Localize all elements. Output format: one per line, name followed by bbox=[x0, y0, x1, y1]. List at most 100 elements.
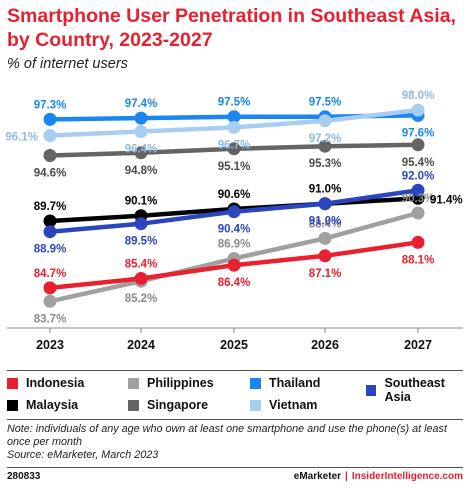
x-tick-label-2023: 2023 bbox=[36, 338, 64, 352]
point-singapore-2027 bbox=[411, 138, 425, 152]
data-label-vietnam-2023: 96.1% bbox=[5, 132, 38, 144]
data-label-southeast-asia-2026: 91.0% bbox=[309, 216, 342, 228]
data-label-thailand-2023: 97.3% bbox=[34, 99, 67, 111]
data-label-singapore-2024: 94.8% bbox=[125, 165, 158, 177]
legend-item-indonesia: Indonesia bbox=[7, 376, 84, 390]
chart-subtitle: % of internet users bbox=[7, 56, 128, 72]
data-label-indonesia-2026: 87.1% bbox=[309, 268, 342, 280]
footer-divider bbox=[7, 467, 463, 468]
point-indonesia-2024 bbox=[134, 272, 148, 285]
footer: 280833 eMarketer | InsiderIntelligence.com bbox=[7, 471, 463, 485]
x-tick-label-2024: 2024 bbox=[127, 338, 155, 352]
point-thailand-2024 bbox=[134, 111, 148, 125]
note-source: Source: eMarketer, March 2023 bbox=[7, 449, 159, 461]
data-label-philippines-2026: 88.4% bbox=[309, 218, 342, 230]
point-vietnam-2025 bbox=[227, 120, 241, 134]
point-singapore-2024 bbox=[134, 146, 148, 160]
data-label-malaysia-2025: 90.6% bbox=[218, 189, 251, 201]
data-label-philippines-2024: 85.2% bbox=[125, 293, 158, 305]
legend-label-vietnam: Vietnam bbox=[269, 398, 318, 412]
data-label-malaysia-2027: 91.4% bbox=[430, 194, 463, 206]
brand-emarketer: eMarketer bbox=[293, 471, 342, 482]
point-southeast-asia-2023 bbox=[43, 225, 57, 239]
legend-label-indonesia: Indonesia bbox=[26, 376, 85, 390]
point-malaysia-2023 bbox=[43, 214, 57, 228]
legend-item-thailand: Thailand bbox=[250, 376, 320, 390]
point-southeast-asia-2025 bbox=[227, 205, 241, 219]
point-vietnam-2027 bbox=[411, 103, 425, 117]
legend-swatch-thailand bbox=[250, 377, 261, 389]
legend-item-southeast-asia: Southeast Asia bbox=[366, 376, 470, 404]
legend-item-vietnam: Vietnam bbox=[250, 398, 317, 412]
data-label-thailand-2026: 97.5% bbox=[309, 97, 342, 109]
legend-label-southeast-asia: Southeast Asia bbox=[384, 376, 445, 404]
legend: Indonesia Philippines Thailand Southeast As… bbox=[0, 372, 470, 420]
point-indonesia-2023 bbox=[43, 281, 57, 295]
legend-item-singapore: Singapore bbox=[128, 398, 208, 412]
legend-label-singapore: Singapore bbox=[147, 398, 209, 412]
point-indonesia-2026 bbox=[318, 249, 332, 263]
data-label-malaysia-2026: 91.0% bbox=[309, 184, 342, 196]
legend-top-divider bbox=[7, 370, 463, 371]
legend-swatch-malaysia bbox=[7, 399, 18, 411]
data-label-malaysia-2024: 90.1% bbox=[125, 196, 158, 208]
chart-title-line2: by Country, 2023-2027 bbox=[7, 29, 213, 51]
legend-swatch-singapore bbox=[128, 399, 139, 411]
data-label-indonesia-2024: 85.4% bbox=[125, 259, 158, 271]
legend-item-malaysia: Malaysia bbox=[7, 398, 78, 412]
data-label-vietnam-2026: 97.2% bbox=[309, 133, 342, 145]
point-southeast-asia-2026 bbox=[318, 197, 332, 211]
legend-swatch-southeast-asia bbox=[366, 384, 377, 396]
point-philippines-2023 bbox=[43, 294, 57, 308]
legend-item-philippines: Philippines bbox=[128, 376, 214, 390]
point-philippines-2026 bbox=[318, 231, 332, 245]
point-indonesia-2025 bbox=[227, 258, 241, 272]
data-label-indonesia-2027: 88.1% bbox=[402, 254, 435, 266]
data-label-vietnam-2025: 96.7% bbox=[218, 139, 251, 151]
data-label-singapore-2026: 95.3% bbox=[309, 158, 342, 170]
point-thailand-2025 bbox=[227, 110, 241, 124]
point-vietnam-2026 bbox=[318, 114, 332, 128]
legend-bottom-divider bbox=[7, 419, 463, 420]
point-thailand-2023 bbox=[43, 112, 57, 126]
data-label-singapore-2023: 94.6% bbox=[34, 168, 67, 180]
brand-separator: | bbox=[345, 471, 348, 482]
data-label-southeast-asia-2025: 90.4% bbox=[218, 224, 251, 236]
data-label-vietnam-2024: 96.4% bbox=[125, 144, 158, 156]
point-singapore-2026 bbox=[318, 139, 332, 153]
brand-insider-intelligence: InsiderIntelligence.com bbox=[351, 471, 463, 482]
line-chart: 2023 2024 2025 2026 2027 94.6% 94.8% 95.1% 95.3%… bbox=[5, 90, 463, 352]
point-southeast-asia-2024 bbox=[134, 217, 148, 231]
data-label-philippines-2025: 86.9% bbox=[218, 239, 251, 251]
x-tick-label-2025: 2025 bbox=[220, 338, 248, 352]
legend-swatch-indonesia bbox=[7, 377, 18, 389]
chart-note: Note: individuals of any age who own at … bbox=[7, 423, 463, 462]
point-southeast-asia-2027 bbox=[411, 183, 425, 197]
x-tick-label-2026: 2026 bbox=[311, 338, 339, 352]
chart-title: Smartphone User Penetration in Southeast… bbox=[7, 4, 463, 52]
point-indonesia-2027 bbox=[411, 235, 425, 249]
data-label-thailand-2025: 97.5% bbox=[218, 97, 251, 109]
data-label-southeast-asia-2027: 92.0% bbox=[402, 170, 435, 182]
legend-label-malaysia: Malaysia bbox=[26, 398, 79, 412]
chart-id: 280833 bbox=[7, 471, 41, 482]
data-label-singapore-2027: 95.4% bbox=[402, 157, 435, 169]
point-philippines-2027 bbox=[411, 206, 425, 220]
data-label-thailand-2024: 97.4% bbox=[125, 98, 158, 110]
x-tick-label-2027: 2027 bbox=[404, 338, 432, 352]
point-vietnam-2023 bbox=[43, 129, 57, 142]
point-singapore-2025 bbox=[227, 142, 241, 156]
chart-title-line1: Smartphone User Penetration in Southeast… bbox=[7, 5, 456, 27]
data-label-malaysia-2023: 89.7% bbox=[34, 201, 67, 213]
data-label-philippines-2027: 90.3% bbox=[402, 193, 435, 205]
data-label-indonesia-2025: 86.4% bbox=[218, 277, 251, 289]
legend-label-philippines: Philippines bbox=[147, 376, 214, 390]
legend-swatch-philippines bbox=[128, 377, 139, 389]
note-line1: Note: individuals of any age who own at … bbox=[7, 423, 447, 435]
legend-swatch-vietnam bbox=[250, 399, 261, 411]
data-label-southeast-asia-2023: 88.9% bbox=[34, 244, 67, 256]
note-line2: once per month bbox=[7, 436, 83, 448]
data-label-indonesia-2023: 84.7% bbox=[34, 268, 67, 280]
data-label-vietnam-2027: 98.0% bbox=[402, 90, 435, 102]
brand: eMarketer | InsiderIntelligence.com bbox=[294, 471, 463, 482]
